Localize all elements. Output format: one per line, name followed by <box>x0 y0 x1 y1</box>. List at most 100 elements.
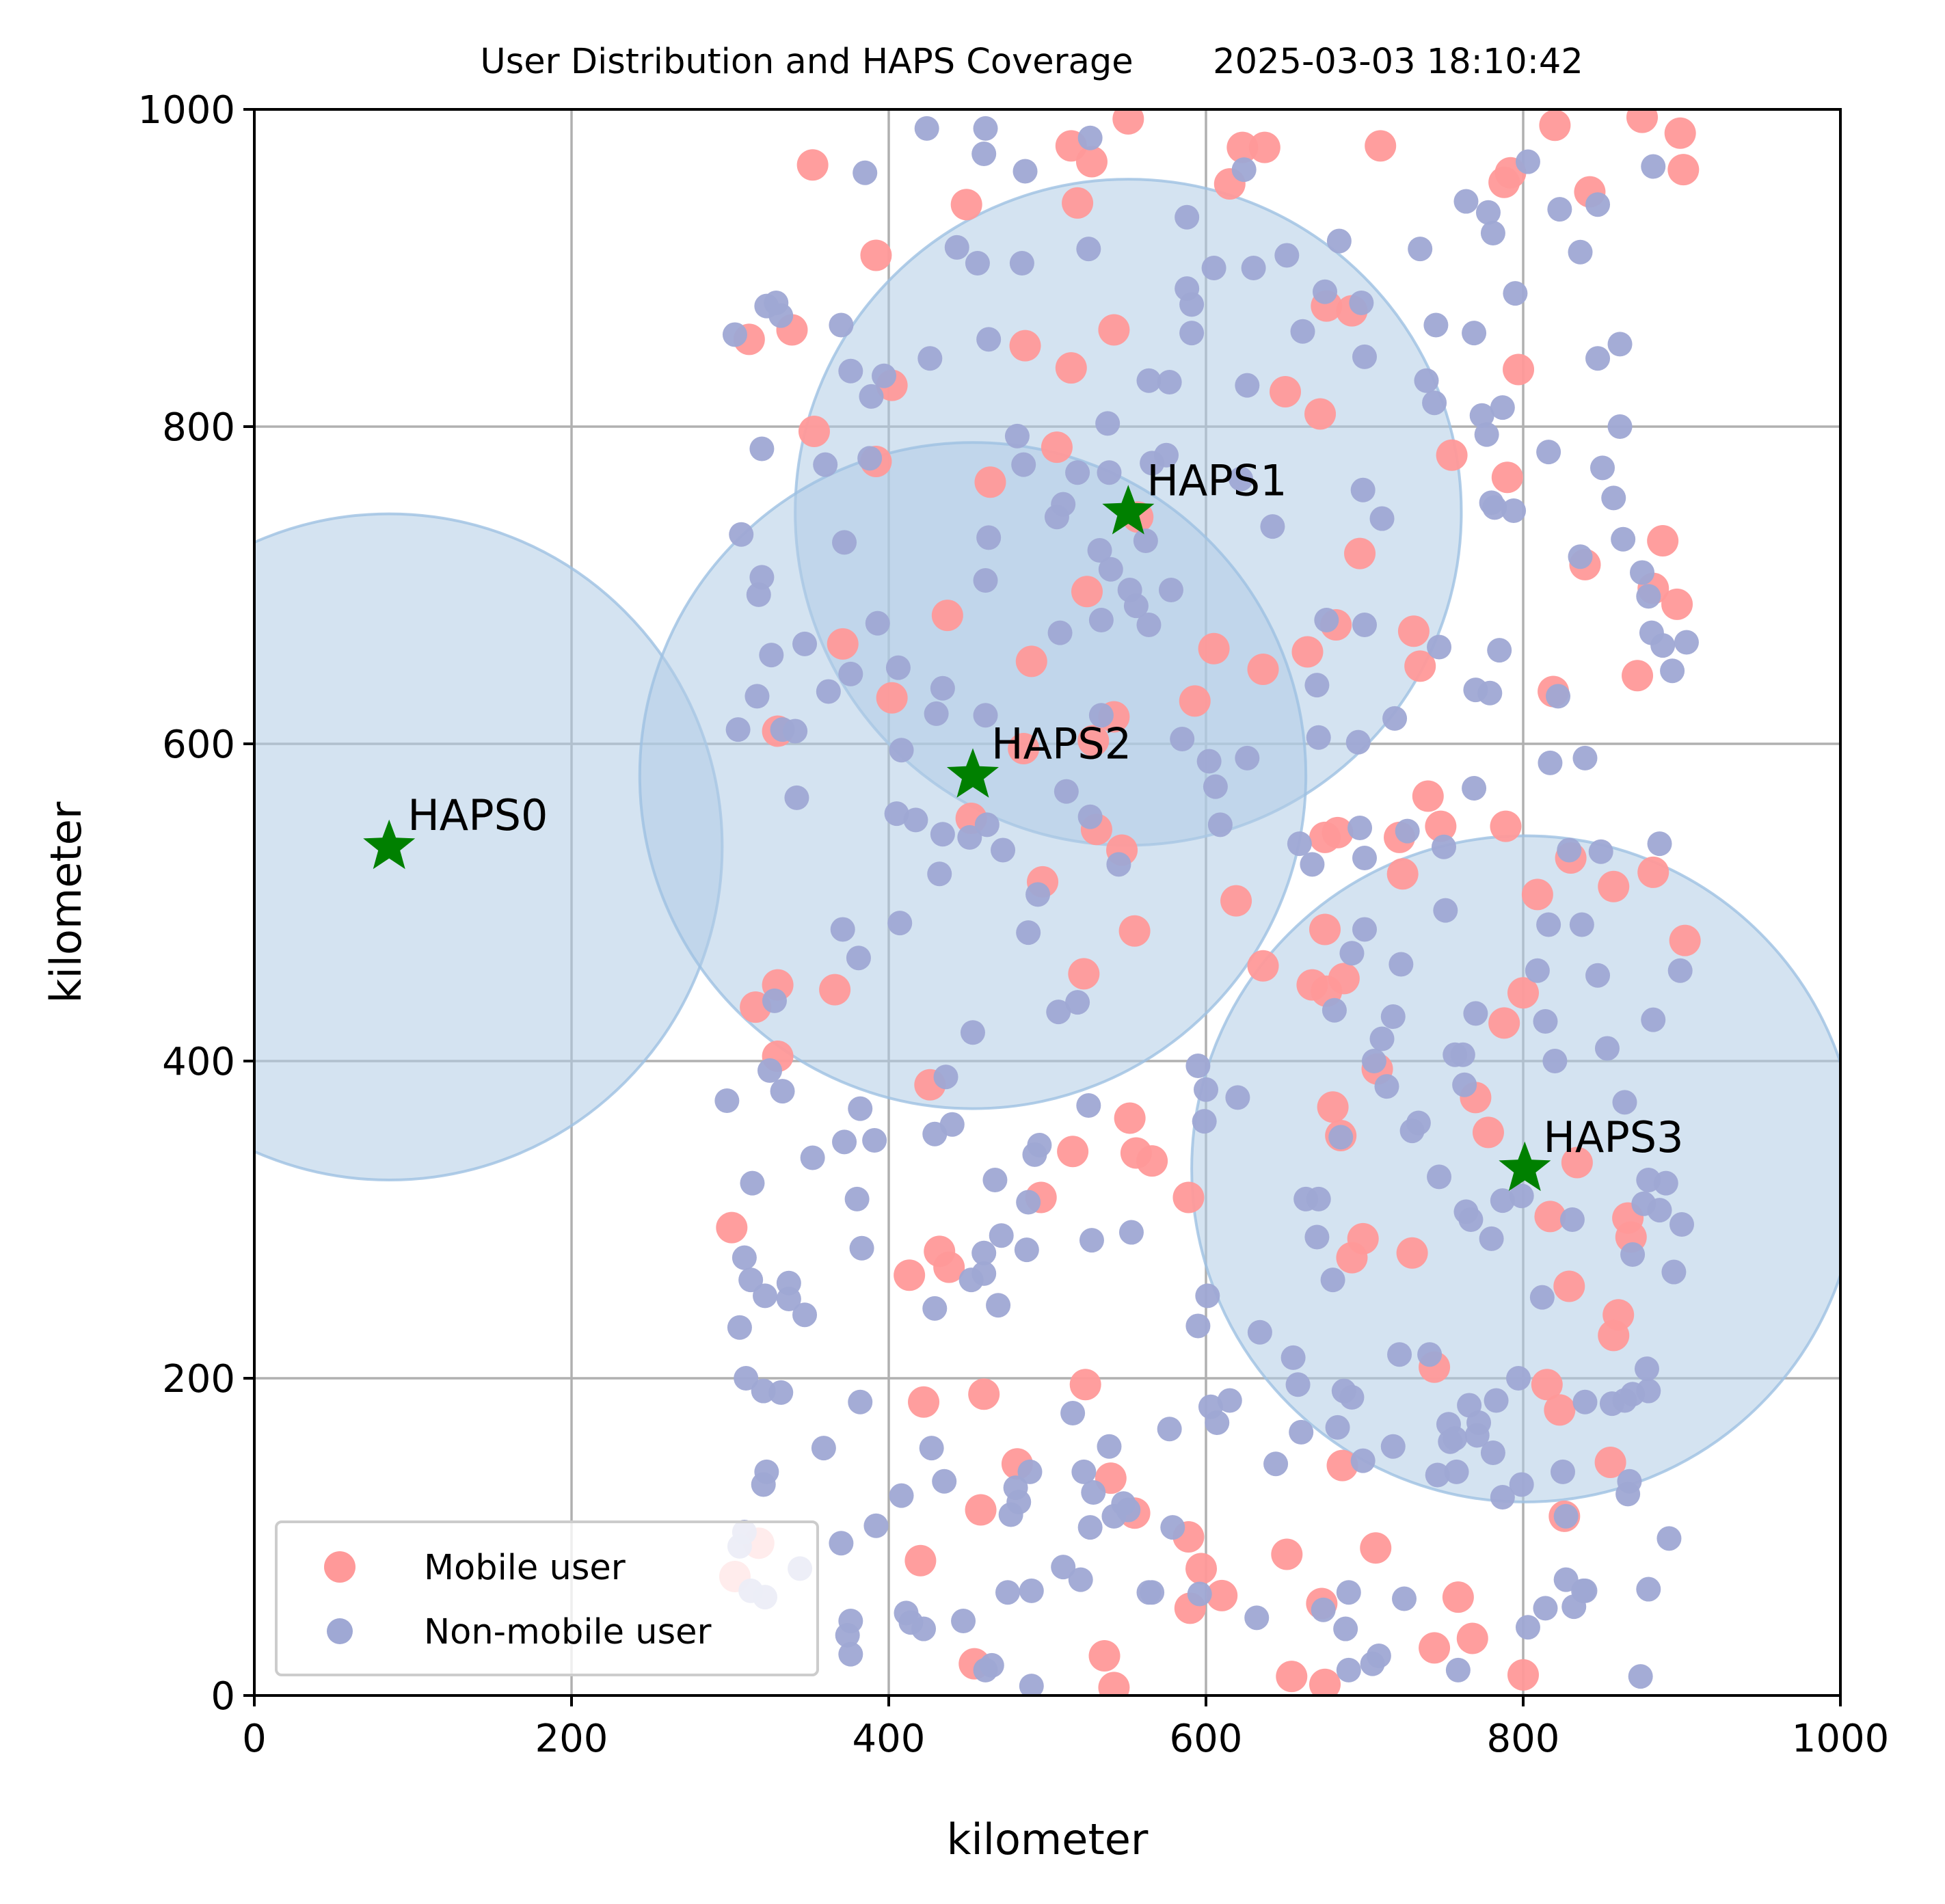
non-mobile-user-point <box>1546 684 1571 709</box>
non-mobile-user-point <box>1333 1616 1358 1641</box>
mobile-user-point <box>1041 431 1073 464</box>
non-mobile-user-point <box>1051 1555 1076 1580</box>
non-mobile-user-point <box>1572 1578 1598 1603</box>
mobile-user-point <box>908 1386 940 1418</box>
non-mobile-user-point <box>800 1145 825 1170</box>
non-mobile-user-point <box>849 1235 874 1261</box>
non-mobile-user-point <box>1019 1578 1044 1603</box>
non-mobile-user-point <box>848 1389 873 1414</box>
legend: Mobile user Non-mobile user <box>275 1520 819 1676</box>
non-mobile-user-point <box>1660 658 1685 684</box>
non-mobile-user-point <box>1019 1674 1044 1695</box>
non-mobile-user-point <box>792 631 818 656</box>
non-mobile-user-point <box>1311 1597 1336 1622</box>
chart-timestamp: 2025-03-03 18:10:42 <box>1213 42 1583 82</box>
non-mobile-user-point <box>1352 846 1377 871</box>
non-mobile-user-point <box>1014 1237 1039 1263</box>
non-mobile-user-point <box>1244 1605 1270 1631</box>
non-mobile-user-point <box>762 988 787 1013</box>
non-mobile-user-point <box>1012 159 1038 184</box>
non-mobile-user-point <box>1369 1026 1395 1051</box>
non-mobile-user-point <box>1320 1268 1345 1293</box>
non-mobile-user-point <box>1590 455 1615 481</box>
non-mobile-user-point <box>1017 1459 1043 1484</box>
non-mobile-user-point <box>1572 1389 1598 1414</box>
non-mobile-user-point <box>1088 703 1114 728</box>
non-mobile-user-point <box>1347 815 1373 840</box>
mobile-user-point <box>1220 885 1252 917</box>
non-mobile-user-point <box>1477 680 1503 706</box>
non-mobile-user-point <box>1630 560 1654 585</box>
non-mobile-user-point <box>1568 239 1593 265</box>
legend-box <box>275 1520 819 1676</box>
non-mobile-user-point <box>1569 912 1594 937</box>
non-mobile-user-point <box>1509 1183 1534 1209</box>
non-mobile-user-point <box>1322 997 1347 1023</box>
mobile-user-point <box>1488 1007 1520 1039</box>
mobile-user-point <box>1247 950 1279 982</box>
non-mobile-user-point <box>859 384 884 409</box>
non-mobile-user-point <box>1480 1440 1505 1466</box>
non-mobile-user-point <box>1568 544 1593 569</box>
non-mobile-user-point <box>1328 1125 1354 1150</box>
mobile-user-point <box>1539 109 1571 142</box>
non-mobile-user-point <box>829 312 854 338</box>
non-mobile-user-point <box>1077 1515 1103 1540</box>
non-mobile-user-point <box>1071 1459 1097 1484</box>
non-mobile-user-point <box>1641 154 1666 179</box>
non-mobile-user-point <box>958 1268 984 1293</box>
non-mobile-user-point <box>1553 1567 1579 1592</box>
haps-marker-haps0 <box>363 819 416 870</box>
mobile-user-point <box>1206 1579 1238 1611</box>
non-mobile-user-point <box>1515 1615 1540 1640</box>
non-mobile-user-point <box>1422 390 1447 416</box>
mobile-user-point <box>1425 810 1457 842</box>
legend-mobile-label: Mobile user <box>424 1548 626 1588</box>
non-mobile-user-point <box>853 160 878 185</box>
non-mobile-user-point <box>989 1223 1014 1248</box>
non-mobile-user-point <box>1098 557 1123 582</box>
non-mobile-user-point <box>783 719 808 744</box>
mobile-user-point <box>1057 1136 1089 1168</box>
mobile-user-point <box>1647 525 1679 557</box>
non-mobile-user-point <box>738 1268 764 1293</box>
non-mobile-user-point <box>1462 775 1487 801</box>
mobile-user-point <box>1309 1668 1341 1695</box>
mobile-user-point <box>1598 1319 1630 1352</box>
mobile-user-point <box>1490 810 1522 842</box>
non-mobile-user-point <box>1087 537 1112 563</box>
non-mobile-user-point <box>865 611 890 636</box>
non-mobile-user-point <box>1469 403 1494 428</box>
non-mobile-user-point <box>1487 638 1512 663</box>
mobile-user-point <box>1179 685 1211 717</box>
non-mobile-user-point <box>732 1245 757 1270</box>
non-mobile-user-point <box>784 785 809 810</box>
non-mobile-user-point <box>1025 882 1051 907</box>
non-mobile-user-point <box>1133 528 1158 554</box>
non-mobile-user-point <box>1047 620 1073 645</box>
non-mobile-user-point <box>1474 422 1499 447</box>
non-mobile-user-point <box>1661 1259 1687 1285</box>
non-mobile-user-point <box>749 436 775 461</box>
mobile-user-point <box>1442 1581 1474 1613</box>
non-mobile-user-point <box>973 703 998 728</box>
mobile-user-point <box>1521 879 1553 911</box>
non-mobile-user-point <box>776 1287 801 1311</box>
mobile-user-point <box>1071 576 1103 608</box>
haps-labels: HAPS0 HAPS1 HAPS2 HAPS3 <box>407 455 1683 1162</box>
non-mobile-user-point <box>813 452 838 477</box>
non-mobile-user-point <box>846 946 871 971</box>
non-mobile-user-point <box>1382 706 1408 731</box>
non-mobile-user-point <box>1235 745 1260 770</box>
non-mobile-user-point <box>1241 256 1266 280</box>
mobile-user-point <box>1088 1640 1121 1672</box>
non-mobile-user-point <box>991 837 1016 863</box>
non-mobile-user-point <box>1452 1072 1477 1097</box>
non-mobile-user-point <box>951 1608 976 1633</box>
mobile-user-point <box>950 189 982 221</box>
mobile-user-point <box>931 600 963 632</box>
non-mobile-user-point <box>1123 593 1149 619</box>
mobile-user-point <box>974 466 1006 498</box>
non-mobile-user-point <box>1077 125 1103 150</box>
